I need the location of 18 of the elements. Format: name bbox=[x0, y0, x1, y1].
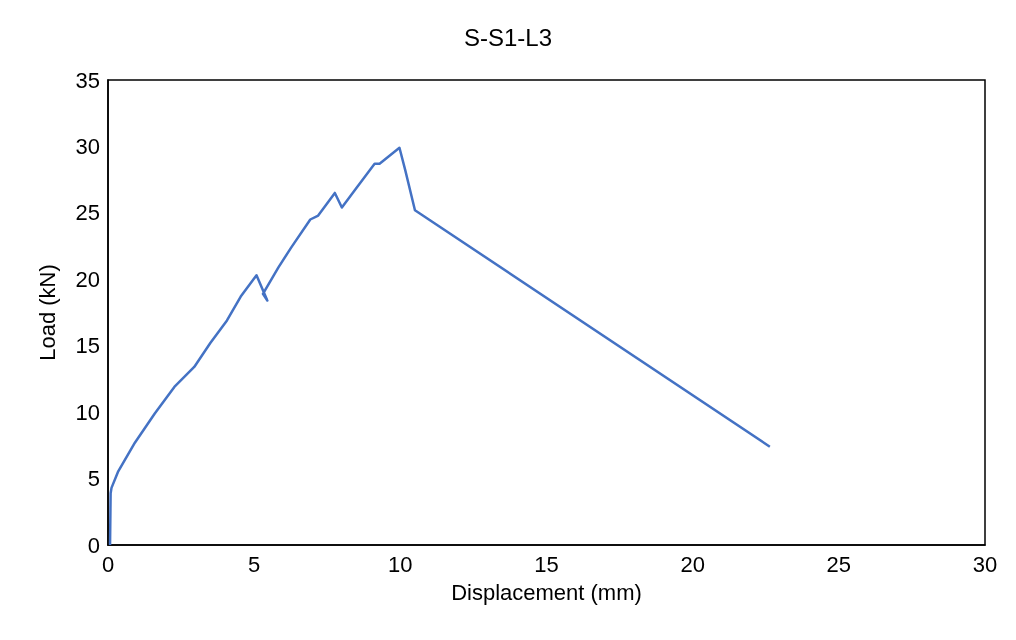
x-axis-title: Displacement (mm) bbox=[451, 579, 642, 605]
x-tick-label: 30 bbox=[972, 551, 998, 577]
chart-title: S-S1-L3 bbox=[463, 23, 553, 51]
x-tick-label: 20 bbox=[680, 551, 705, 577]
y-axis-title: Load (kN) bbox=[34, 264, 60, 361]
x-tick-label: 10 bbox=[388, 551, 413, 577]
x-tick-label: 25 bbox=[826, 551, 852, 577]
y-tick-label: 35 bbox=[75, 67, 100, 93]
y-tick-label: 0 bbox=[87, 532, 100, 558]
y-tick-label: 10 bbox=[75, 399, 100, 425]
line-series bbox=[108, 146, 772, 547]
y-tick-label: 5 bbox=[87, 466, 100, 492]
y-tick-label: 25 bbox=[75, 200, 100, 226]
y-tick-label: 15 bbox=[75, 333, 100, 359]
x-tick-label: 15 bbox=[534, 551, 559, 577]
y-tick-label: 20 bbox=[75, 266, 100, 292]
x-tick-label: 5 bbox=[248, 551, 261, 577]
y-tick-label: 30 bbox=[75, 133, 100, 159]
